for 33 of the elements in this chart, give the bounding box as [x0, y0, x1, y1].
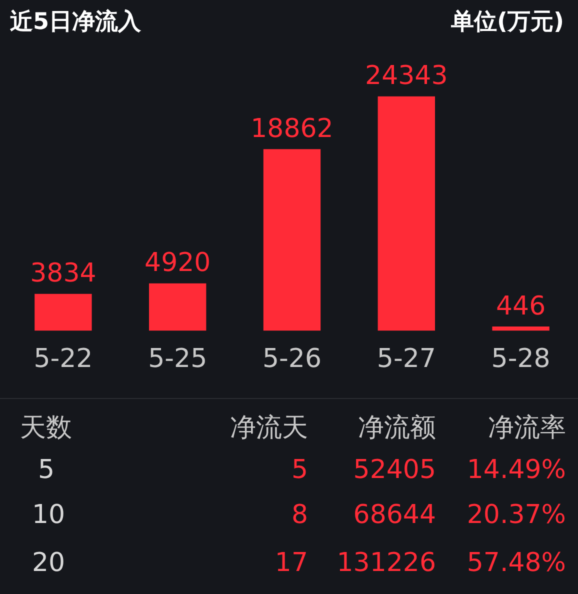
text: 5 — [291, 455, 308, 485]
text: 20.37% — [466, 500, 566, 530]
bar — [492, 326, 550, 331]
text: 68644 — [353, 500, 436, 530]
text: 净流率 — [488, 412, 566, 445]
bar — [149, 283, 206, 331]
text: 5 — [38, 455, 55, 485]
data-label: 3834 — [30, 258, 96, 289]
text: 14.49% — [466, 455, 566, 485]
text: 57.48% — [466, 548, 566, 578]
chart-title: 近5日净流入 — [10, 8, 142, 37]
bar — [378, 96, 435, 331]
data-label: 18862 — [250, 114, 334, 144]
bar — [34, 294, 92, 331]
x-tick-label: 5-26 — [262, 344, 322, 374]
text: 净流天 — [230, 412, 308, 445]
text: 净流额 — [358, 412, 436, 445]
chart-subtitle: 单位(万元) — [450, 8, 564, 37]
text: 17 — [274, 548, 308, 578]
text: 20 — [32, 548, 66, 578]
data-label: 24343 — [365, 61, 448, 92]
text: 天数 — [20, 412, 72, 445]
data-label: 4920 — [144, 248, 211, 278]
text: 10 — [32, 500, 66, 530]
bar — [263, 149, 321, 331]
x-tick-label: 5-28 — [491, 344, 550, 374]
x-tick-label: 5-25 — [148, 344, 208, 374]
x-tick-label: 5-27 — [376, 344, 436, 374]
data-label: 446 — [496, 291, 546, 322]
x-tick-label: 5-22 — [34, 344, 93, 374]
text: 8 — [291, 500, 308, 530]
text: 52405 — [353, 455, 436, 485]
text: 131226 — [336, 548, 436, 578]
